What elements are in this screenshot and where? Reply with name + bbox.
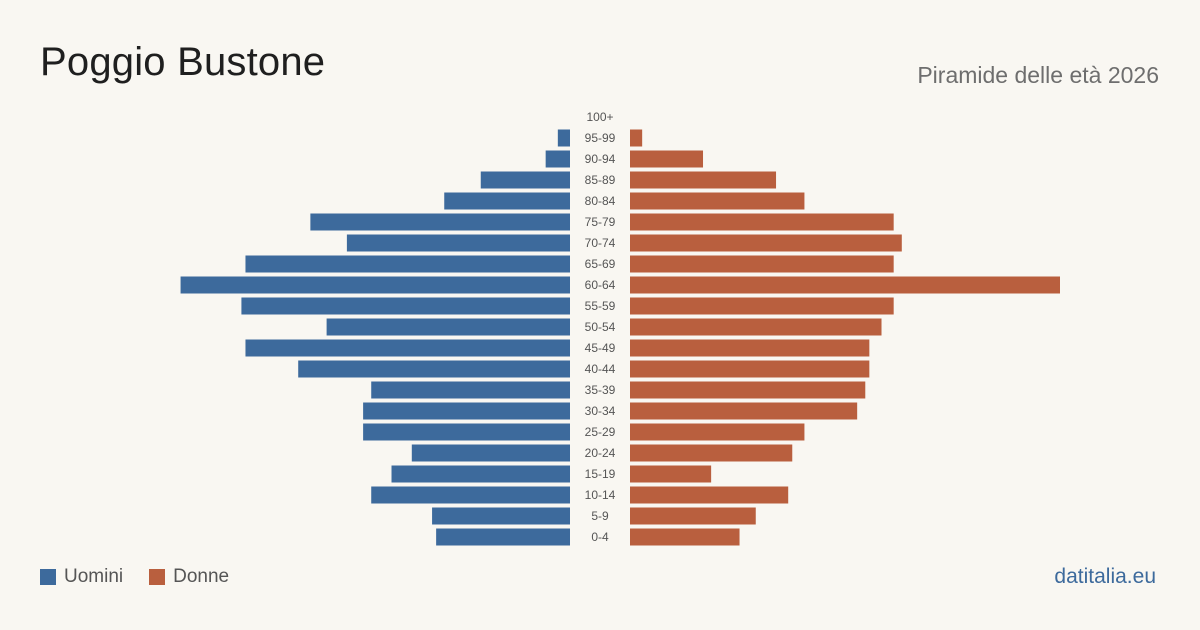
bar-men[interactable] — [411, 444, 570, 462]
age-group-label: 30-34 — [585, 404, 616, 418]
legend-label-men: Uomini — [64, 566, 124, 587]
bar-men[interactable] — [241, 297, 570, 315]
bar-men[interactable] — [480, 171, 570, 189]
bar-women[interactable] — [630, 339, 870, 357]
bar-women[interactable] — [630, 444, 793, 462]
bar-men[interactable] — [180, 276, 570, 294]
legend-swatch-women — [149, 569, 166, 585]
bar-men[interactable] — [432, 507, 570, 525]
bar-women[interactable] — [630, 276, 1060, 294]
age-group-label: 85-89 — [585, 173, 616, 187]
bar-women[interactable] — [630, 255, 894, 273]
legend: Uomini Donne — [40, 566, 255, 588]
legend-label-women: Donne — [173, 566, 230, 587]
bar-women[interactable] — [630, 402, 858, 420]
bar-women[interactable] — [630, 171, 777, 189]
legend-swatch-men — [40, 569, 56, 585]
bar-men[interactable] — [346, 234, 570, 252]
bar-men[interactable] — [310, 213, 570, 231]
age-group-label: 25-29 — [585, 425, 616, 439]
bar-women[interactable] — [630, 234, 902, 252]
age-group-label: 60-64 — [585, 278, 616, 292]
age-group-label: 70-74 — [585, 236, 616, 250]
age-group-label: 100+ — [586, 110, 613, 124]
age-group-label: 75-79 — [585, 215, 616, 229]
bar-women[interactable] — [630, 423, 805, 441]
bar-women[interactable] — [630, 213, 894, 231]
age-group-label: 5-9 — [591, 509, 609, 523]
bar-women[interactable] — [630, 528, 740, 546]
age-group-label: 50-54 — [585, 320, 616, 334]
age-group-label: 95-99 — [585, 131, 616, 145]
age-group-label: 80-84 — [585, 194, 616, 208]
bar-men[interactable] — [363, 423, 570, 441]
bar-women[interactable] — [630, 381, 866, 399]
bar-women[interactable] — [630, 318, 882, 336]
age-group-label: 65-69 — [585, 257, 616, 271]
legend-item-men: Uomini — [40, 566, 123, 588]
age-group-label: 90-94 — [585, 152, 616, 166]
bar-women[interactable] — [630, 297, 894, 315]
age-group-label: 20-24 — [585, 446, 616, 460]
bar-men[interactable] — [545, 150, 570, 168]
bar-men[interactable] — [557, 129, 570, 147]
bar-women[interactable] — [630, 129, 643, 147]
age-group-label: 40-44 — [585, 362, 616, 376]
age-group-label: 10-14 — [585, 488, 616, 502]
chart-subtitle: Piramide delle età 2026 — [917, 62, 1159, 88]
bar-men[interactable] — [436, 528, 570, 546]
bar-men[interactable] — [326, 318, 570, 336]
bar-women[interactable] — [630, 465, 712, 483]
page-title: Poggio Bustone — [40, 40, 326, 84]
age-group-label: 55-59 — [585, 299, 616, 313]
bar-women[interactable] — [630, 150, 704, 168]
bar-men[interactable] — [371, 381, 570, 399]
bar-women[interactable] — [630, 486, 789, 504]
bar-women[interactable] — [630, 360, 870, 378]
bar-men[interactable] — [371, 486, 570, 504]
bar-women[interactable] — [630, 507, 756, 525]
legend-item-women: Donne — [149, 566, 229, 588]
bar-men[interactable] — [245, 255, 571, 273]
age-group-label: 45-49 — [585, 341, 616, 355]
source-link[interactable]: datitalia.eu — [1054, 565, 1156, 588]
age-group-label: 15-19 — [585, 467, 616, 481]
age-group-label: 35-39 — [585, 383, 616, 397]
bar-men[interactable] — [444, 192, 570, 210]
bar-women[interactable] — [630, 192, 805, 210]
bar-men[interactable] — [391, 465, 570, 483]
bar-men[interactable] — [363, 402, 570, 420]
bar-men[interactable] — [245, 339, 571, 357]
bar-men[interactable] — [298, 360, 570, 378]
age-group-label: 0-4 — [591, 530, 609, 544]
